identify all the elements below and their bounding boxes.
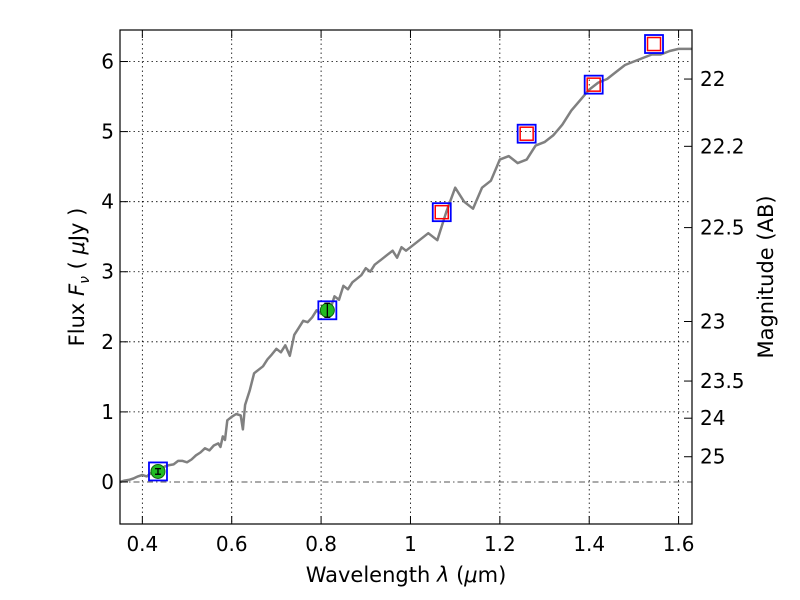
magnitude-axis-ticks: 22 22.2 22.5 23 23.5 24 25 (684, 67, 745, 469)
x-tick-label: 0.4 (126, 532, 158, 556)
sed-model-line (119, 47, 692, 484)
x-axis-label: Wavelength λ (μm) (306, 563, 507, 587)
x-tick-label: 1.4 (573, 532, 605, 556)
mag-tick-label: 22 (700, 67, 725, 91)
upper-limit-marker (646, 36, 662, 52)
y-tick-label: 4 (101, 190, 114, 214)
x-tick-label: 1.2 (484, 532, 516, 556)
model-photometry-marker (148, 461, 168, 482)
upper-limit-marker (519, 126, 534, 141)
y-axis-label: Flux Fν ( μJy ) (65, 208, 93, 347)
plot-frame (119, 29, 693, 525)
mag-tick-label: 24 (700, 406, 725, 430)
model-photometry-marker (431, 202, 452, 223)
y-tick-label: 2 (101, 330, 114, 354)
x-tick-label: 0.6 (216, 532, 248, 556)
mag-tick-label: 22.5 (700, 216, 745, 240)
y-tick-label: 1 (101, 400, 114, 424)
upper-limit-marker (434, 204, 449, 220)
model-photometry-marker (644, 34, 664, 54)
mag-tick-label: 25 (700, 445, 725, 469)
upper-limit-marker (586, 77, 601, 92)
model-photometry-marker (317, 300, 338, 321)
x-axis-ticks: 0.4 0.6 0.8 1 1.2 1.4 1.6 (126, 30, 695, 556)
mag-tick-label: 23 (700, 309, 725, 333)
y-tick-label: 0 (101, 470, 114, 494)
model-photometry-marker (516, 123, 537, 144)
y-tick-label: 6 (101, 50, 114, 74)
y-axis-ticks: 0 1 2 3 4 5 6 (101, 50, 128, 494)
right-axis-label: Magnitude (AB) (754, 195, 778, 358)
x-tick-label: 0.8 (305, 532, 337, 556)
mag-tick-label: 22.2 (700, 134, 745, 158)
y-tick-label: 5 (101, 120, 114, 144)
x-tick-label: 1 (404, 532, 417, 556)
y-tick-label: 3 (101, 260, 114, 284)
x-tick-label: 1.6 (663, 532, 695, 556)
model-photometry-marker (583, 74, 604, 95)
photometry-markers (148, 34, 664, 482)
mag-tick-label: 23.5 (700, 369, 745, 393)
